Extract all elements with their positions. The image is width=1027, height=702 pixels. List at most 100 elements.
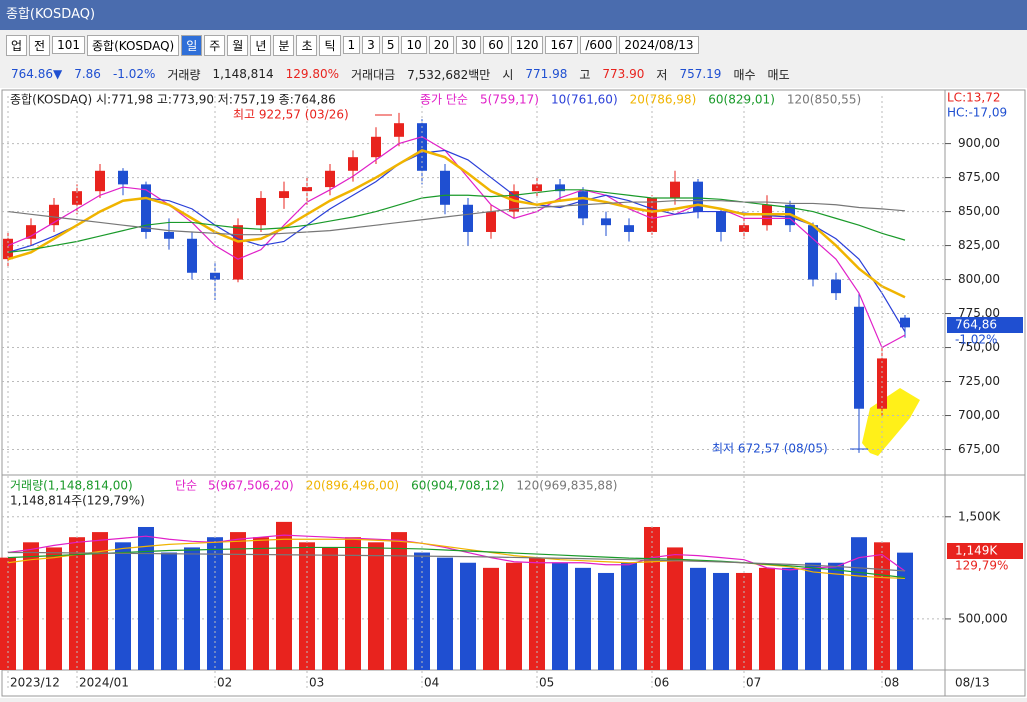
candle-body [716,211,726,232]
volume-bar [460,562,476,670]
quote-item: 764.86▼ [11,67,63,81]
candle-body [900,317,910,328]
candle-body [693,181,703,212]
volume-tag-bg [947,543,1023,559]
x-tick-label: 05 [539,676,554,690]
toolbar-item[interactable]: 초 [296,34,318,56]
toolbar-item[interactable]: 120 [510,36,544,54]
volume-bar [92,532,108,670]
quote-item: 고 [579,67,591,82]
volume-bar [644,526,660,670]
x-tick-label: 02 [217,676,232,690]
legend-entry: 5(759,17) [480,93,539,107]
toolbar-item[interactable]: 10 [401,36,427,54]
quote-item: 저 [656,67,668,82]
quote-item: 757.19 [679,67,722,81]
volume-bar [115,542,131,670]
volume-bar [207,537,223,670]
toolbar-item[interactable]: 60 [483,36,509,54]
ma-line [7,189,906,253]
toolbar-item[interactable]: 5 [381,36,400,54]
volume-bar [529,557,545,670]
y-tick-label: 725,00 [958,374,1000,388]
candle-body [463,204,473,232]
quote-item: 1,148,814 [212,67,274,81]
toolbar-item[interactable]: 101 [52,36,85,54]
price-tag-bg [947,317,1023,333]
x-tick-label: 07 [746,676,761,690]
volume-bar [621,562,637,670]
volume-bar [345,537,361,670]
volume-bar [552,562,568,670]
toolbar-item[interactable]: 주 [204,34,226,56]
toolbar-item[interactable]: 20 [428,36,455,54]
volume-bar [161,552,177,670]
volume-bar [598,572,614,670]
quote-item: 거래대금 [350,67,396,82]
candle-body [394,123,404,137]
candle-body [440,170,450,205]
price-legend: 종합(KOSDAQ) 시:771,98 고:773,90 저:757,19 종:… [10,93,336,107]
volume-bar [23,542,39,670]
low-annotation: 최저 672,57 (08/05) [712,442,828,456]
candle-body [325,170,335,188]
y-tick-label: 1,500K [958,509,1001,523]
candle-body [302,187,312,192]
toolbar-item[interactable]: 분 [273,34,295,56]
plot: 675,00 700,00 725,00 750,00 775,00 800,00 825,… [0,96,1008,690]
volume-bar [138,526,154,670]
ma-line [8,551,906,572]
volume-bar [276,521,292,670]
lc-label: LC:13,72 [947,91,1000,105]
ratio-tag: 129,79% [955,559,1008,573]
candle-body [831,279,841,294]
toolbar-item[interactable]: /600 [580,36,618,54]
legend-entry: 120(850,55) [787,93,861,107]
toolbar-item[interactable]: 종합(KOSDAQ) [87,34,180,56]
candle-body [256,197,266,226]
price-tag: 764,86 [955,318,997,332]
legend-entry: 20(896,496,00) [306,479,399,493]
toolbar-item[interactable]: 틱 [319,34,341,56]
hc-label: HC:-17,09 [947,106,1007,120]
volume-bar [575,567,591,670]
quote-item: -1.02% [112,67,156,81]
toolbar-item[interactable]: 전 [29,34,51,56]
volume-bar [759,567,775,670]
volume-bar [828,562,844,670]
candle-body [877,358,887,409]
volume-legend: 거래량(1,148,814,00) [10,479,133,493]
candle-body [118,170,128,185]
volume-bar [391,532,407,670]
toolbar-item[interactable]: 30 [456,36,482,54]
toolbar-item[interactable]: 년 [250,34,272,56]
volume-bar [230,532,246,670]
volume-bar [506,562,522,670]
toolbar-item[interactable]: 3 [362,36,380,54]
toolbar-item[interactable]: 1 [342,36,361,54]
volume-tag: 1,149K [955,544,998,558]
toolbar-item[interactable]: 167 [545,36,579,54]
volume-bar [483,567,499,670]
toolbar-item[interactable]: 2024/08/13 [619,36,699,54]
toolbar-item[interactable]: 월 [227,34,249,56]
y-tick-label: 775,00 [958,306,1000,320]
candle-body [739,225,749,232]
legend-entry: 60(829,01) [708,93,775,107]
volume-sub-legend: 1,148,814주(129,79%) [10,494,145,508]
toolbar-item[interactable]: 업 [6,34,28,56]
ma-line [7,200,906,236]
volume-bar [805,562,821,670]
quote-item: 거래량 [167,67,201,82]
highlight [862,388,920,456]
legend-prefix: 단순 [175,479,197,493]
x-tick-label: 04 [424,676,439,690]
candle-body [164,231,174,239]
candle-body [555,184,565,192]
y-tick-label: 825,00 [958,238,1000,252]
legend-entry: 20(786,98) [630,93,697,107]
candle-body [624,225,634,232]
candle-body [279,191,289,198]
y-tick-label: 500,000 [958,611,1008,625]
